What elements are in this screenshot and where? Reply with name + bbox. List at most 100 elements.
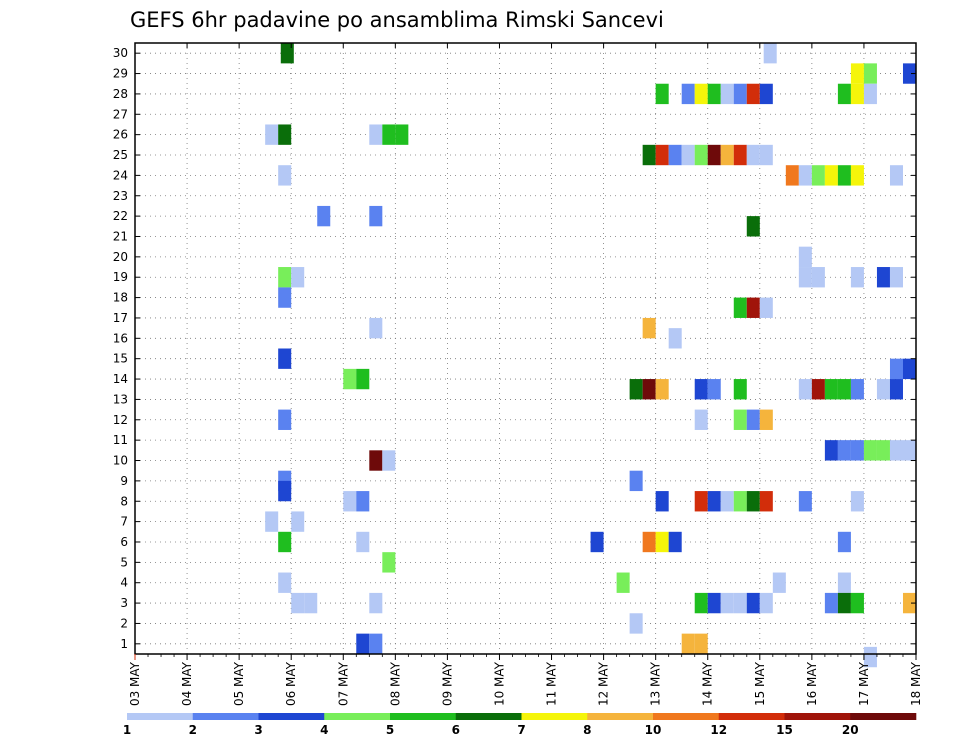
legend-label: 2	[189, 723, 197, 737]
legend-label: 8	[583, 723, 591, 737]
data-cell	[694, 633, 708, 654]
x-tick-label: 16 MAY	[805, 661, 819, 706]
data-cell	[759, 297, 773, 318]
data-cell	[746, 409, 760, 430]
data-cell	[837, 592, 851, 614]
data-cell	[746, 592, 760, 614]
y-tick-label: 19	[113, 270, 128, 284]
data-cells	[265, 43, 916, 668]
legend-swatch	[390, 713, 457, 720]
data-cell	[369, 317, 383, 339]
y-tick-label: 22	[113, 209, 128, 223]
data-cell	[837, 572, 851, 593]
data-cell	[642, 144, 656, 166]
x-tick-label: 17 MAY	[857, 661, 871, 706]
legend-swatch	[850, 713, 917, 720]
data-cell	[746, 491, 760, 512]
legend-label: 15	[776, 723, 793, 737]
data-cell	[798, 491, 812, 512]
y-tick-label: 2	[120, 616, 128, 630]
x-axis: 03 MAY 04 MAY 05 MAY 06 MAY 07 MAY 08 MAY 09 M…	[128, 43, 923, 706]
y-tick-label: 29	[113, 67, 128, 81]
data-cell	[707, 592, 721, 614]
y-tick-label: 27	[113, 107, 128, 121]
y-tick-label: 23	[113, 189, 128, 203]
x-tick-label: 12 MAY	[597, 661, 611, 706]
data-cell	[850, 83, 864, 105]
data-cell	[811, 165, 825, 186]
data-cell	[876, 379, 890, 400]
data-cell	[733, 409, 747, 430]
data-cell	[850, 267, 864, 288]
y-tick-label: 7	[120, 515, 128, 529]
legend-label: 7	[517, 723, 525, 737]
data-cell	[733, 592, 747, 614]
data-cell	[798, 379, 812, 400]
legend-swatch	[324, 713, 391, 720]
data-cell	[616, 572, 630, 593]
y-tick-label: 20	[113, 250, 128, 264]
data-cell	[642, 317, 656, 339]
data-cell	[733, 83, 747, 105]
data-cell	[590, 531, 604, 553]
x-tick-label: 13 MAY	[649, 661, 663, 706]
x-tick-label: 18 MAY	[909, 661, 923, 706]
data-cell	[382, 450, 396, 471]
data-cell	[837, 165, 851, 186]
data-cell	[356, 368, 370, 390]
y-axis: 1234567891011121314151617181920212223242…	[113, 46, 916, 651]
data-cell	[889, 440, 903, 461]
data-cell	[356, 491, 370, 512]
data-cell	[356, 531, 370, 553]
y-tick-label: 17	[113, 311, 128, 325]
data-cell	[694, 491, 708, 512]
data-cell	[863, 83, 877, 105]
data-cell	[889, 267, 903, 288]
legend-swatch	[455, 713, 522, 720]
data-cell	[369, 633, 383, 654]
grid	[134, 43, 917, 654]
data-cell	[681, 144, 695, 166]
legend-label: 10	[645, 723, 662, 737]
data-cell	[850, 592, 864, 614]
data-cell	[278, 267, 292, 288]
data-cell	[889, 379, 903, 400]
data-cell	[746, 144, 760, 166]
data-cell	[280, 43, 294, 64]
data-cell	[694, 409, 708, 430]
data-cell	[694, 83, 708, 105]
data-cell	[763, 43, 777, 64]
legend-label: 3	[254, 723, 262, 737]
legend-swatch	[784, 713, 851, 720]
y-tick-label: 1	[120, 637, 128, 651]
y-tick-label: 5	[120, 555, 128, 569]
data-cell	[382, 124, 396, 145]
data-cell	[317, 205, 331, 227]
data-cell	[629, 470, 643, 492]
data-cell	[668, 328, 682, 349]
data-cell	[876, 267, 890, 288]
y-tick-label: 30	[113, 46, 128, 60]
data-cell	[720, 592, 734, 614]
data-cell	[902, 358, 916, 380]
data-cell	[642, 379, 656, 400]
data-cell	[889, 358, 903, 380]
data-cell	[759, 491, 773, 512]
data-cell	[759, 83, 773, 105]
legend-swatch	[521, 713, 588, 720]
data-cell	[369, 205, 383, 227]
data-cell	[837, 440, 851, 461]
data-cell	[278, 480, 292, 502]
data-cell	[694, 592, 708, 614]
data-cell	[798, 165, 812, 186]
legend-swatch	[718, 713, 785, 720]
x-tick-label: 15 MAY	[753, 661, 767, 706]
y-tick-label: 9	[120, 474, 128, 488]
data-cell	[707, 491, 721, 512]
data-cell	[291, 267, 305, 288]
data-cell	[902, 592, 916, 614]
data-cell	[265, 511, 279, 532]
legend-label: 6	[452, 723, 460, 737]
data-cell	[668, 144, 682, 166]
